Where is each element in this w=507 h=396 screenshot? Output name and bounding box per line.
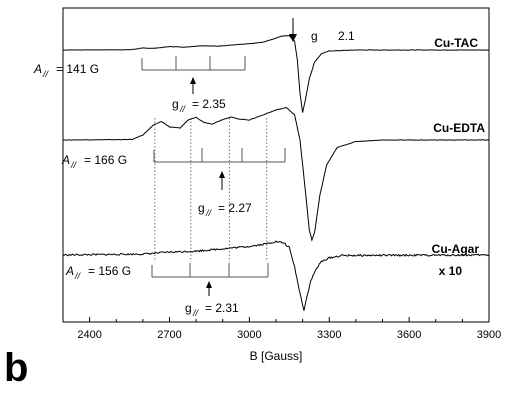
a-parallel-symbol-agar: A xyxy=(65,264,74,278)
g-parallel-subscript-tac: // xyxy=(179,104,187,114)
x-tick-label: 3900 xyxy=(477,329,501,341)
x-axis-label: B [Gauss] xyxy=(250,349,303,363)
x-tick-label: 2700 xyxy=(157,329,181,341)
spectra xyxy=(62,34,490,311)
spectrum-cu-edta xyxy=(62,107,490,242)
x-tick-label: 3600 xyxy=(397,329,421,341)
series-label-cu-agar: Cu-Agar xyxy=(432,242,480,256)
a-parallel-symbol-edta: A xyxy=(61,153,70,167)
g-parallel-symbol-agar: g xyxy=(185,301,192,315)
spectrum-cu-tac xyxy=(63,34,490,113)
a-parallel-subscript-tac: // xyxy=(42,69,50,79)
hyperfine-guide-lines xyxy=(154,118,268,262)
g-parallel-symbol-edta: g xyxy=(198,201,205,215)
a-parallel-subscript-edta: // xyxy=(70,160,78,170)
x-tick-label: 3000 xyxy=(237,329,261,341)
a-parallel-value-tac: = 141 G xyxy=(56,62,99,76)
a-parallel-symbol-tac: A xyxy=(33,62,42,76)
series-label-cu-edta: Cu-EDTA xyxy=(433,121,485,135)
a-parallel-value-agar: = 156 G xyxy=(88,264,131,278)
hyperfine-ruler-cu-agar xyxy=(151,263,269,278)
x-tick-label: 3300 xyxy=(317,329,341,341)
scale-factor-label: x 10 xyxy=(439,264,463,278)
g-perp-arrow-head xyxy=(289,34,297,42)
g-parallel-arrow-head-agar xyxy=(206,281,212,288)
g-parallel-value-edta: = 2.27 xyxy=(218,201,252,215)
g-parallel-arrow-head-tac xyxy=(190,77,196,84)
x-axis: 2400 2700 3000 3300 3600 3900 xyxy=(62,317,501,341)
g-parallel-value-agar: = 2.31 xyxy=(205,301,239,315)
panel-label: b xyxy=(4,346,29,390)
a-parallel-value-edta: = 166 G xyxy=(84,153,127,167)
hyperfine-ruler-cu-edta xyxy=(153,148,286,163)
g-parallel-value-tac: = 2.35 xyxy=(192,97,226,111)
hyperfine-ruler-cu-tac xyxy=(141,56,246,71)
g-perp-symbol: g xyxy=(311,29,318,43)
g-perp-value: 2.1 xyxy=(338,29,355,43)
g-parallel-subscript-edta: // xyxy=(205,208,213,218)
g-parallel-symbol-tac: g xyxy=(172,97,179,111)
spectrum-cu-agar xyxy=(62,240,490,311)
a-parallel-subscript-agar: // xyxy=(74,271,82,281)
g-parallel-arrow-head-edta xyxy=(219,171,225,178)
x-tick-label: 2400 xyxy=(77,329,101,341)
g-parallel-subscript-agar: // xyxy=(192,308,200,318)
series-label-cu-tac: Cu-TAC xyxy=(434,36,478,50)
